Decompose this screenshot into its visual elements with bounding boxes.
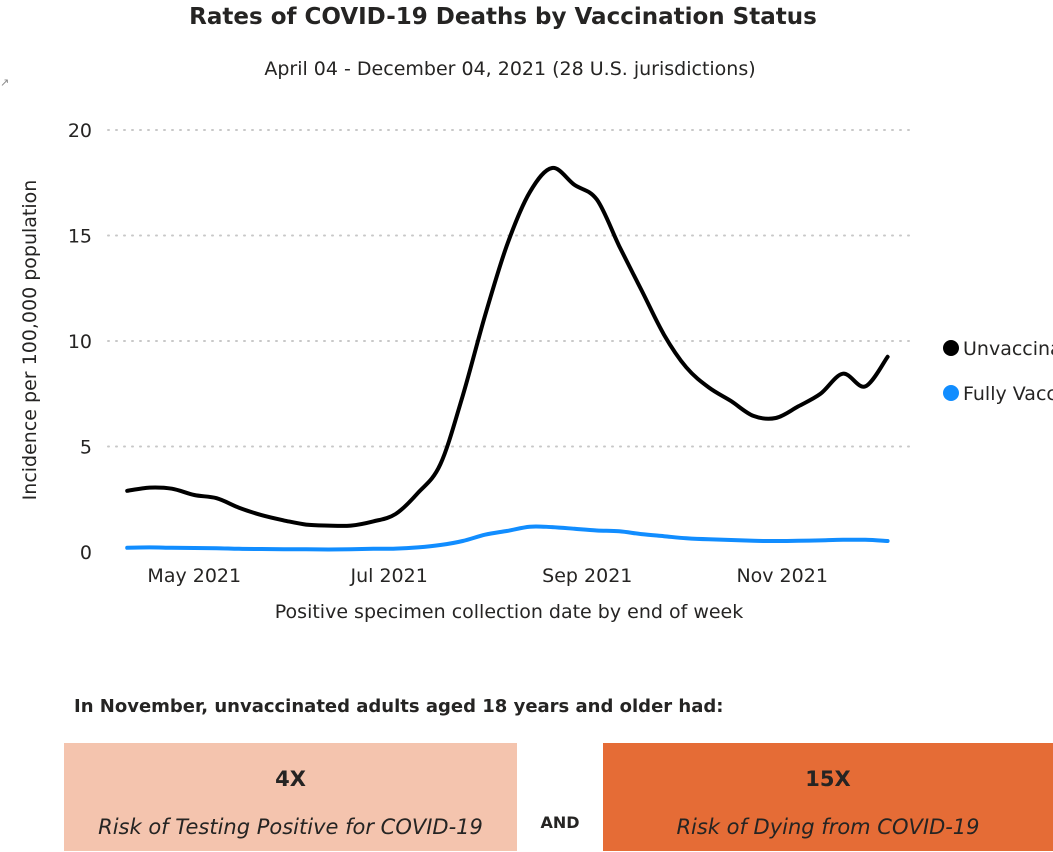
y-axis-label: Incidence per 100,000 population xyxy=(19,180,41,501)
line-chart: 0 5 10 15 20 May 2021 Jul 2021 Sep 2021 Nov 202… xyxy=(19,120,1053,623)
and-label: AND xyxy=(540,813,580,832)
series-line-unvaccinated xyxy=(125,165,890,528)
y-tick-label: 10 xyxy=(68,331,92,353)
dying-card: 15X Risk of Dying from COVID-19 xyxy=(603,743,1053,851)
dying-caption: Risk of Dying from COVID-19 xyxy=(676,815,980,839)
x-tick-label: Nov 2021 xyxy=(736,565,827,587)
testing-positive-caption: Risk of Testing Positive for COVID-19 xyxy=(98,815,483,839)
chart-title: Rates of COVID-19 Deaths by Vaccination … xyxy=(189,4,817,30)
series-line-fully-vaccinated xyxy=(125,524,890,552)
gridlines xyxy=(107,129,911,448)
x-tick-label: Jul 2021 xyxy=(350,565,428,587)
testing-positive-multiplier: 4X xyxy=(275,767,306,791)
chart-subtitle: April 04 - December 04, 2021 (28 U.S. ju… xyxy=(264,58,756,80)
y-tick-label: 5 xyxy=(80,437,92,459)
testing-positive-card: 4X Risk of Testing Positive for COVID-19 xyxy=(64,743,517,851)
x-axis-ticks: May 2021 Jul 2021 Sep 2021 Nov 2021 xyxy=(147,565,828,587)
legend-label-unvaccinated[interactable]: Unvaccinated xyxy=(963,338,1053,360)
legend: Unvaccinated Fully Vaccinated xyxy=(943,338,1053,405)
x-axis-label: Positive specimen collection date by end… xyxy=(275,601,743,623)
summary-note: In November, unvaccinated adults aged 18… xyxy=(74,696,724,717)
legend-marker-unvaccinated[interactable] xyxy=(943,340,959,356)
x-tick-label: May 2021 xyxy=(147,565,241,587)
dying-multiplier: 15X xyxy=(805,767,851,791)
series-lines xyxy=(125,165,890,552)
legend-label-fully-vaccinated[interactable]: Fully Vaccinated xyxy=(963,383,1053,405)
y-tick-label: 20 xyxy=(68,120,92,142)
y-axis-ticks: 0 5 10 15 20 xyxy=(68,120,92,564)
y-tick-label: 15 xyxy=(68,226,92,248)
y-tick-label: 0 xyxy=(80,542,92,564)
expand-icon[interactable]: ↗ xyxy=(0,78,10,88)
legend-marker-fully-vaccinated[interactable] xyxy=(943,385,959,401)
x-tick-label: Sep 2021 xyxy=(542,565,632,587)
